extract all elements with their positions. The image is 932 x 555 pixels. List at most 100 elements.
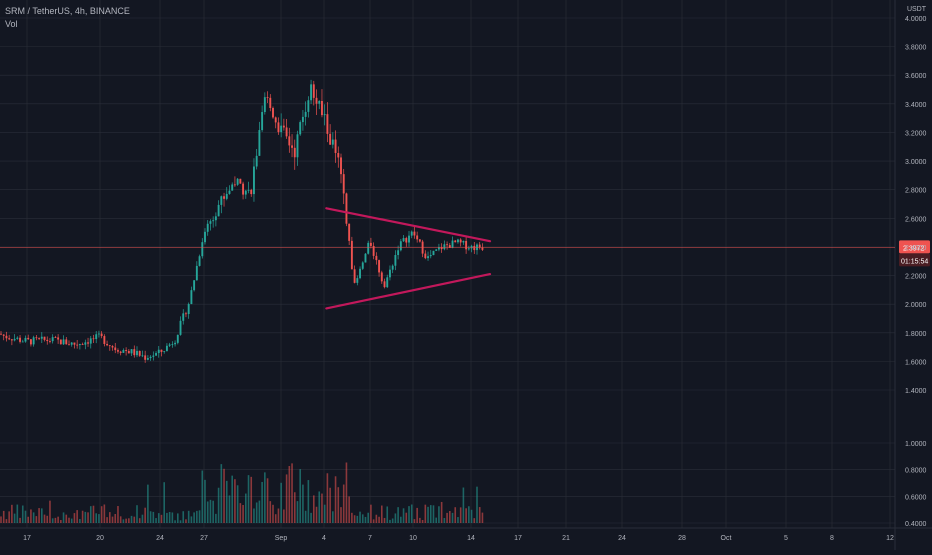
candle-body[interactable] <box>481 247 484 250</box>
candle-body[interactable] <box>157 349 160 354</box>
candle-body[interactable] <box>10 339 13 341</box>
candle-body[interactable] <box>435 249 438 251</box>
candle-body[interactable] <box>429 255 432 257</box>
candle-body[interactable] <box>350 240 353 270</box>
candles[interactable] <box>0 79 484 363</box>
candle-body[interactable] <box>326 114 329 134</box>
candle-body[interactable] <box>348 223 351 241</box>
candle-body[interactable] <box>312 84 315 98</box>
candle-body[interactable] <box>361 262 364 269</box>
candle-body[interactable] <box>146 358 149 360</box>
candle-body[interactable] <box>345 193 348 224</box>
price-axis[interactable]: 4.0000 3.8000 3.6000 3.4000 3.2000 3.0000 2.80… <box>905 16 927 528</box>
candle-body[interactable] <box>130 349 133 354</box>
candle-body[interactable] <box>127 350 130 354</box>
candle-body[interactable] <box>451 240 454 248</box>
candle-body[interactable] <box>81 344 84 345</box>
candle-body[interactable] <box>372 245 375 256</box>
candle-body[interactable] <box>375 255 378 261</box>
candle-body[interactable] <box>2 334 5 336</box>
candle-body[interactable] <box>125 350 128 351</box>
candle-body[interactable] <box>416 235 419 240</box>
candle-body[interactable] <box>185 313 187 315</box>
candle-body[interactable] <box>231 184 234 191</box>
candle-body[interactable] <box>76 344 79 346</box>
candle-body[interactable] <box>136 350 138 356</box>
candle-body[interactable] <box>342 174 345 194</box>
candle-body[interactable] <box>410 231 413 236</box>
candle-body[interactable] <box>73 342 76 345</box>
candle-body[interactable] <box>236 178 239 185</box>
candle-body[interactable] <box>176 334 179 343</box>
candle-body[interactable] <box>144 355 147 360</box>
candle-body[interactable] <box>27 337 30 340</box>
candle-body[interactable] <box>95 334 98 339</box>
candle-body[interactable] <box>168 344 171 346</box>
candle-body[interactable] <box>54 337 57 338</box>
candle-body[interactable] <box>84 342 87 345</box>
candle-body[interactable] <box>204 231 206 243</box>
candle-body[interactable] <box>70 342 73 345</box>
candle-body[interactable] <box>165 345 168 352</box>
candle-body[interactable] <box>225 193 228 199</box>
candle-body[interactable] <box>315 97 318 104</box>
candle-body[interactable] <box>467 248 470 250</box>
candle-body[interactable] <box>149 356 152 359</box>
candle-body[interactable] <box>389 269 391 278</box>
candle-body[interactable] <box>394 255 397 266</box>
candle-body[interactable] <box>193 280 196 291</box>
candle-body[interactable] <box>239 178 242 184</box>
candle-body[interactable] <box>427 256 429 259</box>
candle-body[interactable] <box>62 339 65 345</box>
triangle-pattern[interactable] <box>325 207 492 310</box>
candle-body[interactable] <box>301 116 304 123</box>
candle-body[interactable] <box>179 320 182 335</box>
candle-body[interactable] <box>337 152 340 158</box>
candle-body[interactable] <box>152 355 155 357</box>
candle-body[interactable] <box>285 127 288 137</box>
candle-body[interactable] <box>380 272 383 282</box>
candle-body[interactable] <box>78 344 81 346</box>
candle-body[interactable] <box>321 100 323 116</box>
candle-body[interactable] <box>212 220 215 222</box>
candle-body[interactable] <box>266 97 269 98</box>
symbol-title[interactable]: SRM / TetherUS, 4h, BINANCE <box>5 6 130 16</box>
candle-body[interactable] <box>459 239 462 243</box>
candle-body[interactable] <box>108 345 111 347</box>
candle-body[interactable] <box>111 346 114 348</box>
candle-body[interactable] <box>440 247 443 250</box>
candle-body[interactable] <box>122 350 125 353</box>
candle-body[interactable] <box>190 290 193 305</box>
candle-body[interactable] <box>443 244 446 250</box>
candle-body[interactable] <box>209 221 212 224</box>
candle-body[interactable] <box>35 337 38 339</box>
candle-body[interactable] <box>0 333 2 335</box>
candle-body[interactable] <box>24 337 27 342</box>
candle-body[interactable] <box>293 147 296 158</box>
candle-body[interactable] <box>261 112 264 131</box>
candle-body[interactable] <box>87 342 89 344</box>
candle-body[interactable] <box>329 133 332 145</box>
candle-body[interactable] <box>255 155 258 167</box>
candle-body[interactable] <box>462 240 465 243</box>
candle-body[interactable] <box>103 336 106 344</box>
candle-body[interactable] <box>272 107 274 118</box>
candle-body[interactable] <box>399 241 402 251</box>
candle-body[interactable] <box>32 337 35 345</box>
candle-body[interactable] <box>233 184 236 186</box>
candle-body[interactable] <box>21 341 24 343</box>
candle-body[interactable] <box>473 245 476 251</box>
candle-body[interactable] <box>424 253 427 259</box>
candle-body[interactable] <box>228 190 231 194</box>
candle-body[interactable] <box>16 337 19 339</box>
candle-body[interactable] <box>405 238 408 243</box>
candle-body[interactable] <box>331 139 334 145</box>
candle-body[interactable] <box>397 250 400 256</box>
candle-body[interactable] <box>40 336 43 339</box>
candle-body[interactable] <box>141 355 144 357</box>
candle-body[interactable] <box>8 338 11 340</box>
candle-body[interactable] <box>291 145 293 148</box>
candle-body[interactable] <box>282 125 285 128</box>
